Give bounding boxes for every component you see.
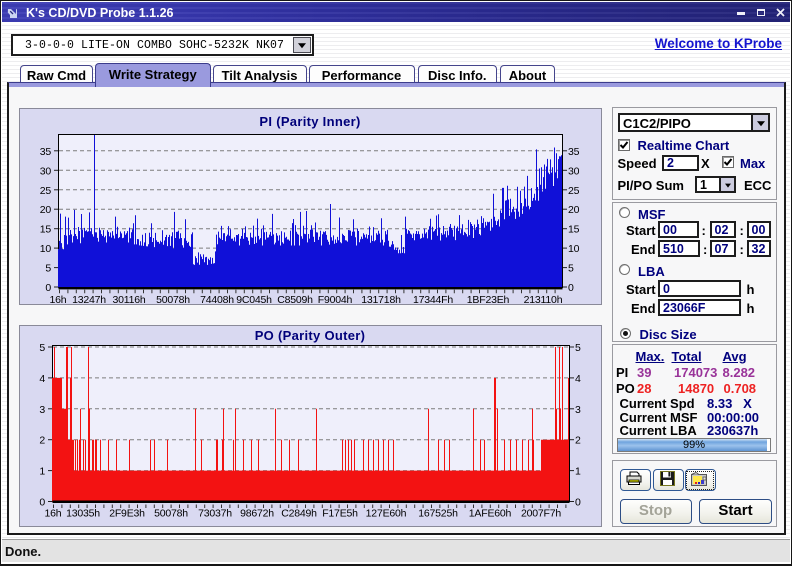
svg-text:2: 2	[575, 435, 581, 447]
svg-text:25: 25	[40, 185, 52, 197]
svg-text:PO (Parity Outer): PO (Parity Outer)	[255, 328, 366, 343]
svg-text:5: 5	[568, 263, 574, 275]
svg-text:0: 0	[39, 497, 45, 509]
svg-text:1AFE60h: 1AFE60h	[469, 508, 512, 520]
svg-text:5: 5	[575, 342, 581, 354]
svg-text:13035h: 13035h	[66, 508, 100, 520]
svg-text:30: 30	[568, 165, 580, 177]
svg-text:F9004h: F9004h	[318, 294, 353, 305]
svg-text:1BF23Eh: 1BF23Eh	[467, 294, 510, 305]
svg-text:4: 4	[39, 373, 45, 385]
svg-text:C8509h: C8509h	[277, 294, 313, 305]
svg-text:30116h: 30116h	[112, 294, 145, 305]
svg-text:17344Fh: 17344Fh	[413, 294, 453, 305]
svg-text:15: 15	[568, 224, 580, 236]
svg-text:4: 4	[575, 373, 581, 385]
svg-text:50078h: 50078h	[154, 508, 188, 520]
svg-text:3: 3	[575, 404, 581, 416]
svg-text:1: 1	[39, 466, 45, 478]
svg-text:16h: 16h	[50, 294, 67, 305]
svg-text:73037h: 73037h	[198, 508, 232, 520]
svg-text:0: 0	[575, 497, 581, 509]
svg-text:35: 35	[568, 146, 580, 158]
svg-text:20: 20	[568, 204, 580, 216]
svg-text:2007F7h: 2007F7h	[521, 508, 561, 520]
svg-text:20: 20	[40, 204, 52, 216]
svg-text:1: 1	[575, 466, 581, 478]
svg-text:9C045h: 9C045h	[236, 294, 272, 305]
svg-text:98672h: 98672h	[240, 508, 274, 520]
svg-text:F17E5h: F17E5h	[322, 508, 358, 520]
svg-text:30: 30	[40, 165, 52, 177]
svg-text:25: 25	[568, 185, 580, 197]
svg-text:C2849h: C2849h	[281, 508, 317, 520]
svg-text:213110h: 213110h	[524, 294, 563, 305]
svg-text:13247h: 13247h	[72, 294, 106, 305]
svg-text:35: 35	[40, 146, 52, 158]
svg-text:0: 0	[568, 282, 574, 294]
svg-text:15: 15	[40, 224, 52, 236]
svg-text:10: 10	[40, 243, 52, 255]
svg-text:2: 2	[39, 435, 45, 447]
svg-text:5: 5	[39, 342, 45, 354]
svg-text:3: 3	[39, 404, 45, 416]
svg-text:PI (Parity Inner): PI (Parity Inner)	[259, 114, 360, 129]
svg-text:16h: 16h	[45, 508, 62, 520]
svg-text:0: 0	[45, 282, 51, 294]
svg-text:50078h: 50078h	[156, 294, 190, 305]
svg-text:127E60h: 127E60h	[366, 508, 407, 520]
svg-text:10: 10	[568, 243, 580, 255]
svg-text:167525h: 167525h	[418, 508, 458, 520]
svg-text:131718h: 131718h	[361, 294, 401, 305]
svg-text:5: 5	[45, 263, 51, 275]
svg-text:74408h: 74408h	[200, 294, 234, 305]
svg-text:2F9E3h: 2F9E3h	[109, 508, 145, 520]
